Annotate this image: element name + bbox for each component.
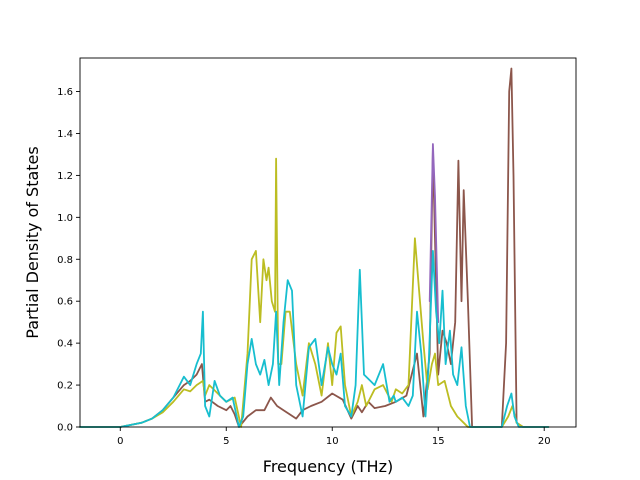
x-tick-label: 10 [326,436,339,447]
x-tick-label: 5 [223,436,229,447]
y-tick-label: 0.6 [57,297,73,308]
y-axis: 0.0 0.2 0.4 0.6 0.8 1.0 1.2 1.4 1.6 [57,87,80,434]
x-axis-title: Frequency (THz) [263,457,393,476]
series-line-2 [79,157,550,428]
plot-frame [79,57,577,428]
y-tick-label: 1.0 [57,213,73,224]
plot-series-layer [79,67,550,428]
series-line-1 [428,143,440,324]
y-tick-label: 1.6 [57,87,73,98]
y-tick-label: 0.0 [57,423,73,434]
y-tick-label: 1.4 [57,129,73,140]
x-tick-label: 15 [432,436,445,447]
x-axis: 0 5 10 15 20 [117,427,551,447]
y-tick-label: 0.2 [57,381,73,392]
y-tick-label: 0.4 [57,339,73,350]
x-tick-label: 20 [538,436,551,447]
y-tick-label: 1.2 [57,171,73,182]
y-axis-title: Partial Density of States [23,146,42,338]
x-tick-label: 0 [117,436,123,447]
series-line-3 [79,249,550,428]
y-tick-label: 0.8 [57,255,73,266]
series-line-0 [79,67,550,428]
